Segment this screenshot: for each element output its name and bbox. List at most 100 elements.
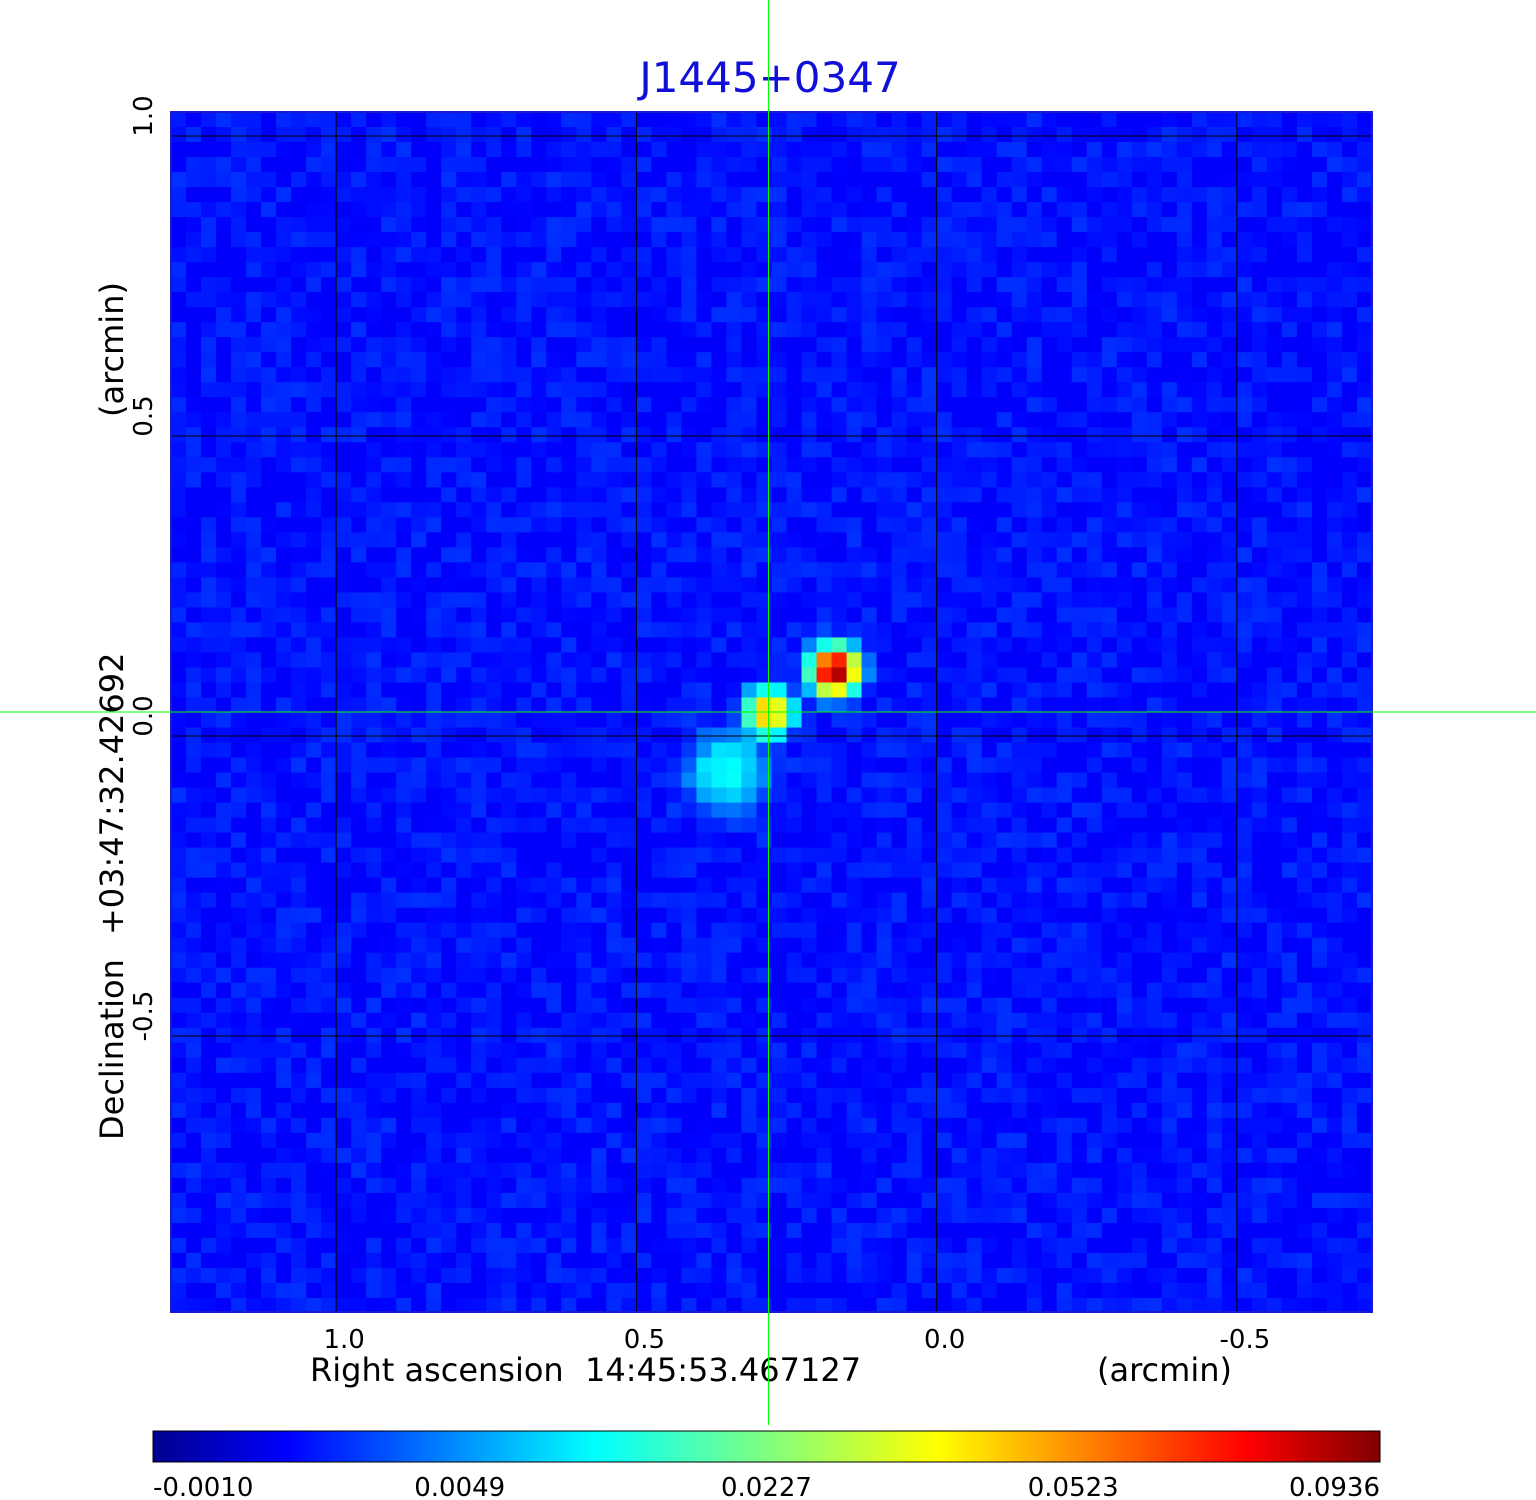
pixel-cell: [726, 817, 743, 834]
pixel-cell: [231, 172, 247, 188]
pixel-cell: [951, 592, 968, 609]
pixel-cell: [861, 697, 878, 714]
pixel-cell: [336, 907, 352, 924]
pixel-cell: [1266, 877, 1283, 894]
pixel-cell: [786, 442, 803, 458]
pixel-cell: [546, 682, 562, 699]
pixel-cell: [351, 787, 367, 804]
pixel-cell: [756, 187, 773, 203]
pixel-cell: [1071, 1012, 1088, 1029]
pixel-cell: [996, 157, 1013, 173]
pixel-cell: [561, 502, 577, 518]
pixel-cell: [636, 847, 652, 864]
pixel-cell: [591, 217, 607, 233]
pixel-cell: [351, 667, 367, 684]
pixel-cell: [1116, 457, 1133, 473]
pixel-cell: [456, 697, 472, 714]
pixel-cell: [366, 787, 382, 804]
pixel-cell: [561, 367, 577, 383]
pixel-cell: [366, 637, 382, 654]
pixel-cell: [801, 787, 818, 804]
pixel-cell: [996, 412, 1013, 428]
pixel-cell: [306, 262, 322, 278]
pixel-cell: [636, 292, 652, 308]
pixel-cell: [1176, 202, 1193, 218]
pixel-cell: [1356, 997, 1372, 1014]
pixel-cell: [966, 472, 983, 488]
pixel-cell: [951, 412, 968, 428]
pixel-cell: [966, 187, 983, 203]
pixel-cell: [456, 172, 472, 188]
pixel-cell: [891, 607, 908, 624]
pixel-cell: [831, 742, 848, 759]
pixel-cell: [981, 997, 998, 1014]
pixel-cell: [171, 682, 187, 699]
pixel-cell: [981, 727, 998, 744]
pixel-cell: [1041, 397, 1058, 413]
pixel-cell: [1236, 487, 1253, 503]
pixel-cell: [486, 172, 502, 188]
pixel-cell: [546, 337, 562, 353]
pixel-cell: [531, 412, 547, 428]
pixel-cell: [471, 832, 487, 849]
pixel-cell: [171, 757, 187, 774]
pixel-cell: [666, 382, 683, 398]
pixel-cell: [651, 472, 668, 488]
pixel-cell: [1326, 997, 1343, 1014]
pixel-cell: [1296, 367, 1313, 383]
pixel-cell: [1326, 727, 1343, 744]
pixel-cell: [1086, 262, 1103, 278]
pixel-cell: [801, 817, 818, 834]
pixel-cell: [1221, 352, 1238, 368]
pixel-cell: [921, 412, 938, 428]
pixel-cell: [411, 112, 427, 128]
pixel-cell: [966, 952, 983, 969]
pixel-cell: [1101, 967, 1118, 984]
pixel-cell: [771, 607, 788, 624]
pixel-cell: [666, 877, 683, 894]
pixel-cell: [876, 772, 893, 789]
pixel-cell: [1221, 262, 1238, 278]
pixel-cell: [846, 232, 863, 248]
pixel-cell: [336, 757, 352, 774]
pixel-cell: [396, 457, 412, 473]
pixel-cell: [681, 802, 698, 819]
pixel-cell: [981, 802, 998, 819]
pixel-cell: [1296, 772, 1313, 789]
pixel-cell: [891, 682, 908, 699]
pixel-cell: [621, 562, 637, 578]
pixel-cell: [741, 367, 758, 383]
pixel-cell: [276, 502, 292, 518]
pixel-cell: [576, 487, 592, 503]
pixel-cell: [1326, 532, 1343, 548]
pixel-cell: [636, 697, 652, 714]
pixel-cell: [1341, 637, 1358, 654]
pixel-cell: [1191, 112, 1208, 128]
pixel-cell: [1041, 772, 1058, 789]
pixel-cell: [1281, 502, 1298, 518]
pixel-cell: [561, 172, 577, 188]
pixel-cell: [666, 172, 683, 188]
pixel-cell: [321, 577, 337, 593]
pixel-cell: [651, 832, 668, 849]
pixel-cell: [996, 172, 1013, 188]
pixel-cell: [1221, 382, 1238, 398]
pixel-cell: [1221, 397, 1238, 413]
pixel-cell: [951, 367, 968, 383]
pixel-cell: [186, 457, 202, 473]
pixel-cell: [426, 517, 442, 533]
pixel-cell: [486, 802, 502, 819]
pixel-cell: [1011, 757, 1028, 774]
pixel-cell: [561, 877, 577, 894]
pixel-cell: [1146, 667, 1163, 684]
pixel-cell: [771, 907, 788, 924]
pixel-cell: [1296, 352, 1313, 368]
pixel-cell: [636, 832, 652, 849]
pixel-cell: [276, 907, 292, 924]
pixel-cell: [396, 247, 412, 263]
pixel-cell: [516, 202, 532, 218]
pixel-cell: [546, 787, 562, 804]
pixel-cell: [876, 232, 893, 248]
pixel-cell: [276, 457, 292, 473]
pixel-cell: [1026, 727, 1043, 744]
